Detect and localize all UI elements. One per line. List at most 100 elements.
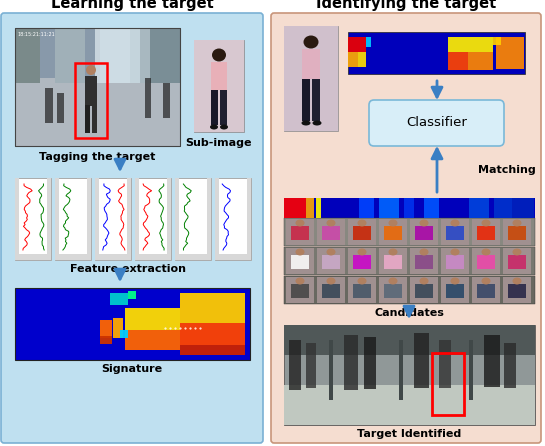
Bar bbox=[508, 284, 526, 298]
Bar bbox=[15, 28, 180, 146]
Bar bbox=[432, 353, 464, 415]
Ellipse shape bbox=[86, 65, 96, 75]
Bar bbox=[55, 28, 85, 83]
Bar bbox=[348, 248, 376, 274]
Bar bbox=[379, 198, 399, 218]
Bar bbox=[291, 255, 309, 269]
Bar bbox=[120, 330, 128, 338]
Bar bbox=[503, 248, 531, 274]
Bar bbox=[414, 333, 429, 388]
Bar bbox=[284, 198, 306, 218]
Bar bbox=[496, 37, 524, 69]
Bar bbox=[247, 178, 251, 260]
Bar bbox=[446, 226, 464, 240]
Text: Feature extraction: Feature extraction bbox=[70, 264, 186, 274]
Ellipse shape bbox=[420, 277, 428, 285]
Bar bbox=[175, 178, 211, 260]
Bar bbox=[215, 178, 219, 260]
Bar bbox=[15, 178, 19, 260]
Bar bbox=[125, 330, 180, 350]
Bar bbox=[145, 78, 151, 118]
Bar bbox=[469, 340, 473, 400]
Text: Target Identified: Target Identified bbox=[357, 429, 461, 439]
Bar bbox=[215, 254, 251, 260]
Bar bbox=[167, 178, 171, 260]
Bar bbox=[353, 255, 371, 269]
Bar bbox=[286, 219, 314, 245]
Bar bbox=[448, 52, 468, 70]
Bar bbox=[484, 335, 500, 387]
Bar bbox=[284, 385, 535, 425]
Bar bbox=[135, 178, 139, 260]
Text: Tagging the target: Tagging the target bbox=[39, 152, 155, 162]
Ellipse shape bbox=[420, 248, 428, 256]
Bar bbox=[317, 277, 345, 303]
Ellipse shape bbox=[312, 120, 322, 125]
Bar bbox=[504, 343, 516, 388]
Bar bbox=[135, 178, 171, 260]
Ellipse shape bbox=[358, 248, 366, 256]
Bar bbox=[15, 178, 51, 260]
Bar bbox=[477, 255, 495, 269]
Bar bbox=[379, 248, 407, 274]
Ellipse shape bbox=[481, 248, 490, 256]
Ellipse shape bbox=[481, 277, 490, 285]
Bar bbox=[512, 198, 534, 218]
FancyBboxPatch shape bbox=[271, 13, 541, 443]
Bar bbox=[353, 226, 371, 240]
Bar bbox=[75, 63, 107, 138]
Bar bbox=[163, 83, 170, 118]
Bar bbox=[207, 178, 211, 260]
Bar bbox=[364, 337, 376, 389]
Bar bbox=[194, 40, 244, 132]
Bar bbox=[175, 254, 211, 260]
Bar bbox=[302, 79, 310, 121]
Bar bbox=[410, 248, 438, 274]
Bar bbox=[284, 325, 535, 355]
Bar bbox=[57, 93, 64, 123]
Bar bbox=[100, 336, 112, 344]
Bar bbox=[415, 284, 433, 298]
Bar bbox=[211, 62, 227, 90]
Bar bbox=[384, 255, 402, 269]
Ellipse shape bbox=[420, 219, 428, 227]
Ellipse shape bbox=[451, 248, 459, 256]
Ellipse shape bbox=[358, 277, 366, 285]
Bar bbox=[508, 255, 526, 269]
Bar bbox=[128, 291, 136, 299]
Text: 18:15:21:11:21: 18:15:21:11:21 bbox=[17, 32, 54, 37]
Ellipse shape bbox=[512, 219, 522, 227]
Bar bbox=[291, 284, 309, 298]
Text: Sub-image: Sub-image bbox=[186, 138, 252, 148]
Bar bbox=[150, 28, 180, 83]
Bar bbox=[446, 255, 464, 269]
Ellipse shape bbox=[389, 248, 397, 256]
Bar bbox=[175, 178, 179, 260]
Bar bbox=[15, 288, 250, 360]
Bar bbox=[15, 28, 40, 83]
Bar bbox=[366, 37, 371, 47]
Bar bbox=[317, 248, 345, 274]
Bar bbox=[100, 28, 140, 83]
Bar bbox=[55, 178, 59, 260]
Bar bbox=[284, 26, 338, 131]
Bar bbox=[317, 219, 345, 245]
Bar bbox=[284, 198, 535, 218]
Bar bbox=[306, 343, 316, 388]
Bar bbox=[15, 254, 51, 260]
Ellipse shape bbox=[326, 277, 336, 285]
Bar bbox=[180, 323, 245, 345]
Bar bbox=[348, 52, 358, 67]
Bar bbox=[472, 219, 500, 245]
Bar bbox=[322, 255, 340, 269]
Bar bbox=[441, 277, 469, 303]
Bar bbox=[468, 52, 493, 70]
Bar bbox=[87, 178, 91, 260]
Bar bbox=[215, 178, 251, 260]
Bar bbox=[286, 277, 314, 303]
Ellipse shape bbox=[295, 277, 305, 285]
Bar bbox=[92, 105, 97, 133]
Bar bbox=[55, 254, 91, 260]
Bar bbox=[322, 226, 340, 240]
Bar bbox=[194, 40, 244, 132]
